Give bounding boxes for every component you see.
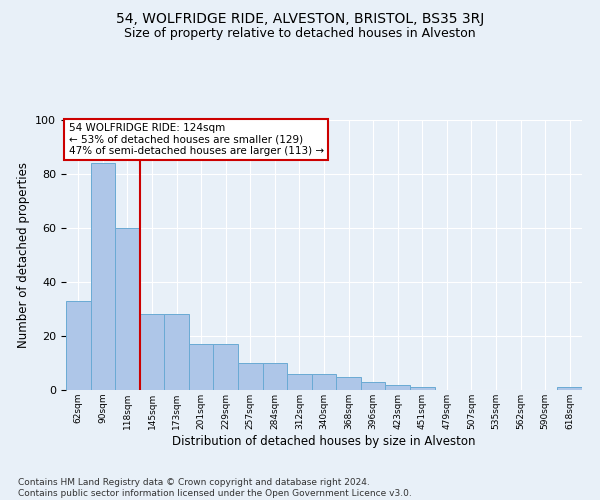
Text: Size of property relative to detached houses in Alveston: Size of property relative to detached ho… [124, 28, 476, 40]
X-axis label: Distribution of detached houses by size in Alveston: Distribution of detached houses by size … [172, 434, 476, 448]
Bar [336, 376, 361, 390]
Bar [287, 374, 312, 390]
Y-axis label: Number of detached properties: Number of detached properties [17, 162, 30, 348]
Bar [66, 301, 91, 390]
Bar [91, 163, 115, 390]
Text: 54 WOLFRIDGE RIDE: 124sqm
← 53% of detached houses are smaller (129)
47% of semi: 54 WOLFRIDGE RIDE: 124sqm ← 53% of detac… [68, 122, 324, 156]
Bar [385, 384, 410, 390]
Bar [557, 388, 582, 390]
Bar [361, 382, 385, 390]
Bar [164, 314, 189, 390]
Text: 54, WOLFRIDGE RIDE, ALVESTON, BRISTOL, BS35 3RJ: 54, WOLFRIDGE RIDE, ALVESTON, BRISTOL, B… [116, 12, 484, 26]
Bar [189, 344, 214, 390]
Bar [410, 388, 434, 390]
Bar [214, 344, 238, 390]
Bar [312, 374, 336, 390]
Text: Contains HM Land Registry data © Crown copyright and database right 2024.
Contai: Contains HM Land Registry data © Crown c… [18, 478, 412, 498]
Bar [140, 314, 164, 390]
Bar [263, 363, 287, 390]
Bar [115, 228, 140, 390]
Bar [238, 363, 263, 390]
